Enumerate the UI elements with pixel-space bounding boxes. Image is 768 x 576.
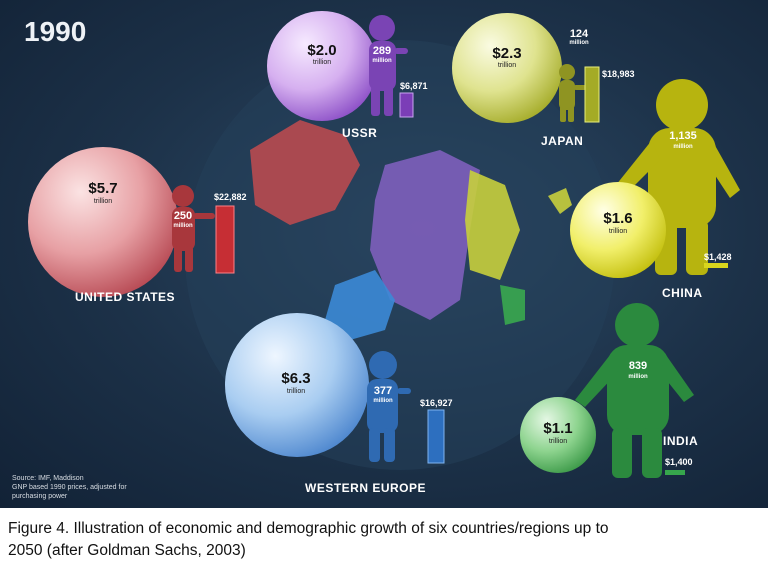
map-united-states (250, 120, 360, 225)
figure-caption: Figure 4. Illustration of economic and d… (8, 518, 760, 562)
japan-gdp-bubble (452, 13, 562, 123)
infographic: 1990 $2.0 trillion 289 million $6,871 US… (0, 0, 768, 508)
map-ussr (370, 150, 480, 320)
japan-income-value: $18,983 (602, 69, 635, 79)
western-europe-gdp-value: $6.3 (281, 370, 311, 387)
western-europe-income-value: $16,927 (420, 398, 453, 408)
us-population-unit: million (173, 223, 193, 229)
map-japan (548, 188, 572, 214)
japan-population-unit: million (569, 40, 589, 46)
infographic-graphics (28, 11, 740, 478)
china-population-unit: million (673, 144, 693, 150)
source-line: GNP based 1990 prices, adjusted for (12, 484, 127, 491)
western-europe-income-bar (427, 409, 445, 464)
map-western-europe (325, 270, 395, 340)
china-gdp-bubble (570, 182, 666, 278)
us-region-label: UNITED STATES (75, 290, 176, 304)
china-region-label: CHINA (662, 286, 703, 300)
ussr-population-unit: million (372, 58, 392, 64)
western-europe-gdp-bubble (225, 313, 369, 457)
china-income-value: $1,428 (704, 252, 732, 262)
western-europe-population-unit: million (373, 398, 393, 404)
india-population-unit: million (628, 374, 648, 380)
caption-line: 2050 (after Goldman Sachs, 2003) (8, 542, 246, 559)
ussr-population-value: 289 (372, 45, 392, 57)
india-income-bar (665, 470, 685, 475)
us-gdp-value: $5.7 (88, 180, 118, 197)
india-person-figure (575, 303, 694, 478)
india-population-value: 839 (628, 360, 648, 372)
india-gdp-bubble (520, 397, 596, 473)
ussr-gdp-unit: trillion (312, 59, 332, 66)
western-europe-gdp-unit: trillion (286, 388, 306, 395)
japan-gdp-unit: trillion (497, 62, 517, 69)
ussr-person-figure (369, 15, 408, 116)
japan-person-figure (559, 64, 586, 122)
caption-line: Figure 4. Illustration of economic and d… (8, 520, 609, 537)
ussr-gdp-value: $2.0 (307, 42, 337, 59)
china-population-value: 1,135 (669, 130, 697, 142)
china-gdp-value: $1.6 (603, 210, 633, 227)
india-gdp-value: $1.1 (543, 420, 573, 437)
us-gdp-bubble (28, 147, 178, 297)
japan-income-bar (584, 66, 600, 123)
ussr-gdp-bubble (267, 11, 377, 121)
china-gdp-unit: trillion (608, 228, 628, 235)
ussr-income-value: $6,871 (400, 81, 428, 91)
us-population-value: 250 (173, 210, 193, 222)
western-europe-population-value: 377 (373, 385, 393, 397)
ussr-region-label: USSR (342, 126, 378, 140)
india-gdp-unit: trillion (548, 438, 568, 445)
western-europe-person-figure (367, 351, 411, 462)
us-income-bar (215, 205, 235, 274)
japan-gdp-value: $2.3 (492, 45, 522, 62)
india-region-label: INDIA (663, 434, 699, 448)
us-gdp-unit: trillion (93, 198, 113, 205)
map-china (465, 170, 520, 280)
japan-population-value: 124 (569, 28, 589, 40)
us-person-figure (172, 185, 215, 272)
japan-region-label: JAPAN (541, 134, 584, 148)
year-title: 1990 (24, 16, 87, 47)
us-income-value: $22,882 (214, 192, 247, 202)
india-income-value: $1,400 (665, 457, 693, 467)
ussr-income-bar (399, 92, 414, 118)
western-europe-region-label: WESTERN EUROPE (305, 481, 427, 495)
source-line: purchasing power (12, 493, 68, 500)
map-india (500, 285, 525, 325)
source-note: Source: IMF, Maddison GNP based 1990 pri… (12, 474, 127, 501)
china-income-bar (704, 263, 728, 268)
source-line: Source: IMF, Maddison (12, 475, 84, 482)
